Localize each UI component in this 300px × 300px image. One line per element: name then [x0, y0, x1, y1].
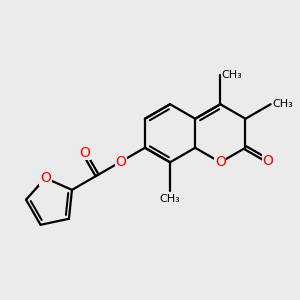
Text: O: O [40, 171, 51, 185]
Text: O: O [215, 155, 226, 169]
Text: CH₃: CH₃ [222, 70, 242, 80]
Text: O: O [263, 154, 274, 168]
Text: CH₃: CH₃ [160, 194, 180, 204]
Text: O: O [79, 146, 90, 160]
Text: CH₃: CH₃ [272, 99, 293, 109]
Text: O: O [116, 154, 126, 169]
